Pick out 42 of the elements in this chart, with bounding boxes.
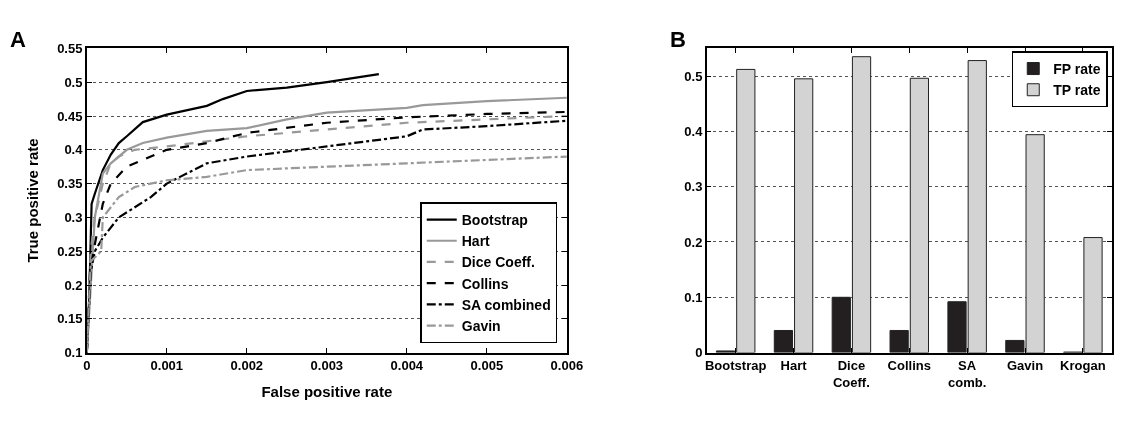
y-tick-label: 0.5 (684, 68, 703, 84)
legend-label: SA combined (461, 296, 551, 313)
legend-label: Dice Coeff. (461, 254, 535, 271)
x-tick-label: Hart (780, 357, 808, 373)
legend-label: Hart (461, 233, 491, 250)
x-tick-label: Bootstrap (704, 357, 767, 373)
legend-label: FP rate (1053, 61, 1101, 77)
x-tick-label: 0.005 (470, 357, 504, 373)
x-tick-label: Collins (887, 357, 931, 373)
x-tick-label: 0.006 (550, 357, 584, 373)
y-tick-label: 0.1 (684, 289, 703, 305)
legend-label: TP rate (1053, 82, 1101, 99)
x-tick-label: 0.001 (150, 357, 184, 373)
y-tick-label: 0.4 (684, 123, 704, 139)
chart-title: B (670, 27, 686, 52)
x-tick-label: Dice Coeff. (832, 357, 870, 390)
x-tick-label: 0.004 (390, 357, 424, 373)
legend-label: Collins (461, 275, 509, 292)
y-tick-label: 0.1 (64, 345, 83, 361)
y-tick-label: 0.4 (64, 142, 84, 158)
y-tick-label: 0.2 (64, 277, 83, 293)
y-tick-label: 0.55 (57, 40, 83, 56)
x-tick-label: Krogan (1060, 357, 1106, 373)
chart-title: A (10, 27, 26, 52)
x-tick-label: SA comb. (947, 357, 987, 390)
y-tick-label: 0.3 (64, 209, 83, 225)
y-tick-label: 0.5 (64, 74, 83, 90)
y-tick-label: 0.2 (684, 234, 703, 250)
x-tick-label: 0.002 (230, 357, 264, 373)
legend-label: Bootstrap (461, 212, 528, 229)
x-tick-label: Gavin (1006, 357, 1044, 373)
bar (1083, 237, 1103, 353)
y-tick-label: 0.35 (57, 176, 83, 192)
y-tick-label: 0.25 (57, 243, 83, 259)
y-tick-label: 0.3 (684, 179, 703, 195)
x-tick-label: 0.003 (310, 357, 344, 373)
y-tick-label: 0 (695, 345, 703, 361)
y-axis-title: True positive rate (23, 138, 41, 263)
y-tick-label: 0.15 (57, 311, 83, 327)
x-axis-title: False positive rate (261, 383, 393, 401)
legend-label: Gavin (461, 318, 501, 335)
y-tick-label: 0.45 (57, 108, 83, 124)
